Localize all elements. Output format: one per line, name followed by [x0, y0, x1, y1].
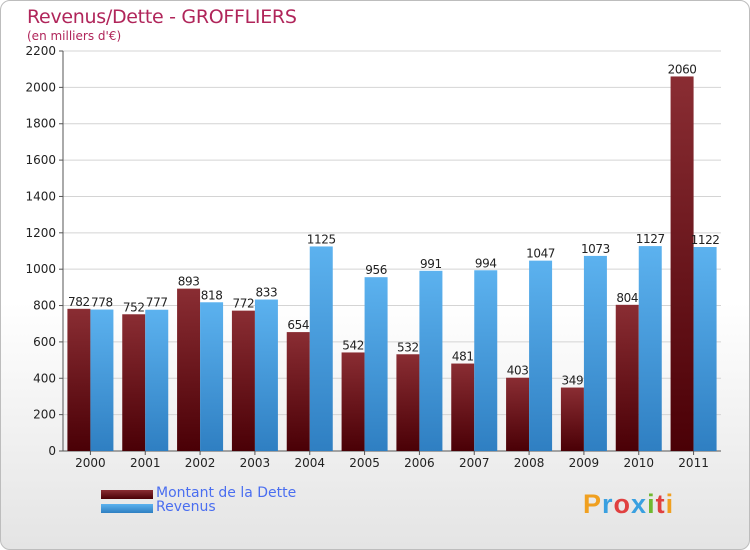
bar-revenus-2001 — [145, 309, 169, 451]
x-tick-label: 2009 — [569, 456, 600, 470]
value-label-dette: 542 — [342, 338, 364, 352]
value-label-dette: 654 — [287, 318, 309, 332]
value-label-revenus: 1047 — [526, 247, 555, 261]
value-label-revenus: 778 — [91, 296, 113, 310]
bar-dette-2006 — [396, 354, 420, 451]
bar-revenus-2002 — [200, 302, 224, 451]
bar-revenus-2006 — [419, 270, 443, 451]
value-label-revenus: 777 — [146, 296, 168, 310]
logo-letter: P — [583, 489, 603, 519]
y-tick-label: 1800 — [25, 117, 56, 131]
bars — [67, 76, 717, 452]
logo-letter: r — [602, 489, 614, 519]
legend-label-debt: Montant de la Dette — [156, 485, 297, 501]
value-label-revenus: 1122 — [691, 233, 720, 247]
value-label-dette: 804 — [616, 291, 638, 305]
bar-dette-2003 — [231, 310, 255, 451]
bar-revenus-2007 — [474, 270, 498, 451]
y-tick-label: 1600 — [25, 153, 56, 167]
x-tick-label: 2002 — [185, 456, 216, 470]
chart-subtitle: (en milliers d'€) — [27, 29, 122, 43]
y-tick-label: 400 — [33, 371, 56, 385]
value-label-revenus: 818 — [201, 288, 223, 302]
value-label-revenus: 1125 — [307, 232, 336, 246]
chart-title: Revenus/Dette - GROFFLIERS — [27, 6, 297, 28]
logo-letter: x — [631, 489, 648, 519]
bar-revenus-2008 — [529, 260, 553, 451]
value-label-revenus: 833 — [256, 286, 278, 300]
bar-dette-2002 — [177, 288, 201, 451]
bar-revenus-2000 — [90, 309, 114, 451]
x-tick-label: 2005 — [349, 456, 380, 470]
bar-revenus-2003 — [254, 299, 278, 451]
x-tick-label: 2007 — [459, 456, 490, 470]
x-tick-label: 2004 — [294, 456, 325, 470]
y-tick-label: 200 — [33, 408, 56, 422]
bar-dette-2001 — [122, 314, 146, 451]
x-tick-label: 2006 — [404, 456, 435, 470]
x-tick-label: 2011 — [678, 456, 709, 470]
bar-revenus-2010 — [638, 246, 662, 451]
value-label-revenus: 1073 — [581, 242, 610, 256]
y-tick-label: 600 — [33, 335, 56, 349]
y-tick-label: 2200 — [25, 44, 56, 58]
y-tick-label: 1400 — [25, 189, 56, 203]
logo-letter: i — [665, 489, 675, 519]
value-label-dette: 403 — [507, 364, 529, 378]
value-label-revenus: 994 — [475, 256, 497, 270]
logo-letter: o — [613, 489, 632, 519]
x-tick-label: 2001 — [130, 456, 161, 470]
value-label-revenus: 956 — [365, 263, 387, 277]
value-label-dette: 532 — [397, 340, 419, 354]
bar-dette-2010 — [615, 304, 639, 451]
y-tick-label: 1200 — [25, 226, 56, 240]
bar-dette-2000 — [67, 308, 91, 451]
x-tick-label: 2010 — [623, 456, 654, 470]
bar-dette-2011 — [670, 76, 694, 452]
bar-revenus-2004 — [309, 246, 333, 451]
value-label-dette: 893 — [178, 275, 200, 289]
value-label-dette: 2060 — [668, 62, 697, 76]
bar-revenus-2011 — [693, 247, 717, 451]
y-tick-label: 2000 — [25, 80, 56, 94]
bar-revenus-2009 — [583, 255, 607, 451]
y-tick-label: 800 — [33, 299, 56, 313]
bar-dette-2007 — [451, 363, 475, 451]
value-label-revenus: 1127 — [636, 232, 665, 246]
bar-dette-2008 — [506, 377, 530, 451]
proxiti-logo: Proxiti — [583, 489, 674, 520]
bar-dette-2005 — [341, 352, 365, 451]
axes: 0 200 400 600 800 1000 1200 1400 1600 1800 2000 220… — [25, 44, 721, 470]
x-tick-label: 2003 — [240, 456, 271, 470]
value-label-dette: 349 — [562, 374, 584, 388]
value-label-dette: 481 — [452, 350, 474, 364]
legend-swatch-revenus — [101, 504, 153, 513]
logo-letter: i — [647, 489, 656, 519]
legend-swatch-debt — [101, 490, 153, 499]
x-tick-label: 2008 — [514, 456, 545, 470]
grid — [63, 50, 721, 416]
x-tick-label: 2000 — [75, 456, 106, 470]
bar-revenus-2005 — [364, 277, 388, 451]
y-tick-label: 0 — [48, 444, 56, 458]
value-label-revenus: 991 — [420, 257, 442, 271]
value-label-dette: 772 — [233, 297, 255, 311]
logo-letter: t — [655, 489, 666, 519]
bar-dette-2004 — [286, 332, 310, 451]
y-tick-label: 1000 — [25, 262, 56, 276]
value-label-dette: 782 — [68, 295, 90, 309]
bar-dette-2009 — [560, 387, 584, 451]
value-label-dette: 752 — [123, 300, 145, 314]
legend-label-revenus: Revenus — [156, 499, 216, 515]
